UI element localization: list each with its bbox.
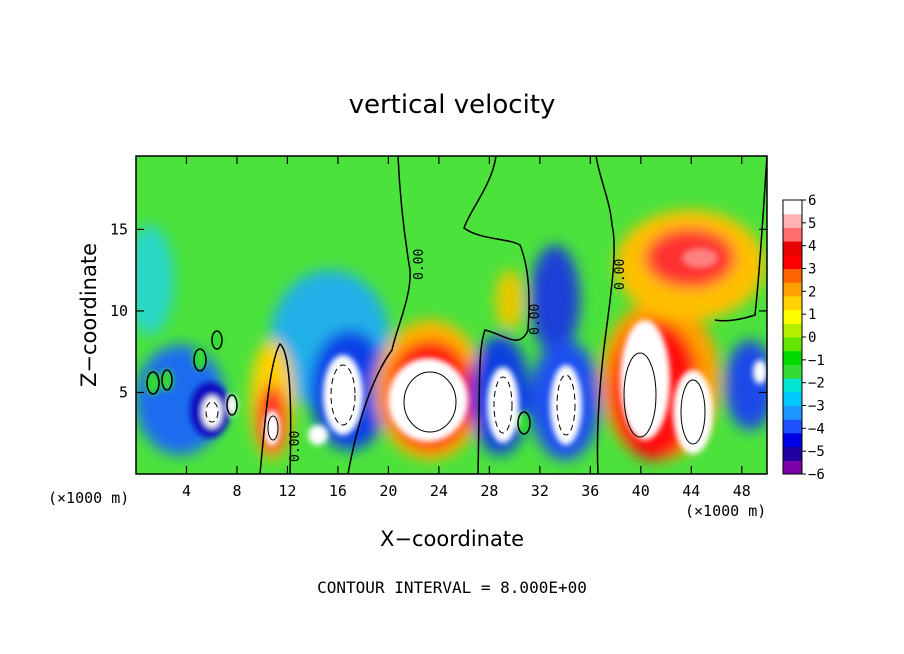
colorbar-label: 3 [808, 262, 816, 278]
contour-labels: 0.00 0.00 0.00 0.00 [288, 249, 628, 462]
contour-label-3: 0.00 [613, 259, 628, 290]
x-tick-label: 44 [682, 482, 700, 500]
colorbar-swatch [783, 282, 802, 297]
colorbar-swatch [783, 254, 802, 269]
colorbar-swatch [783, 268, 802, 283]
colorbar-swatch [783, 323, 802, 338]
colorbar-swatch [783, 295, 802, 311]
contour-label-4: 0.00 [288, 431, 303, 462]
x-tick-label: 20 [379, 482, 397, 500]
colorbar-swatch [783, 378, 802, 393]
colorbar-swatch [783, 432, 802, 448]
y-tick-label: 10 [110, 302, 128, 320]
x-tick-label: 8 [232, 482, 241, 500]
colorbar-swatch [783, 200, 802, 215]
zero-contours [146, 156, 767, 474]
colorbar-label: 6 [808, 193, 816, 209]
colorbar-swatch [783, 350, 802, 365]
y-tick-label: 5 [119, 383, 128, 401]
colorbar-label: 1 [808, 307, 816, 323]
colorbar-label: −5 [808, 444, 825, 460]
x-axis-ticks: 4 8 12 16 20 24 28 32 36 40 44 48 [182, 156, 751, 500]
x-unit-right: (×1000 m) [685, 502, 766, 520]
colorbar-label: −2 [808, 376, 825, 392]
x-tick-label: 32 [531, 482, 549, 500]
colorbar-swatch [783, 241, 802, 256]
contour-label-1: 0.00 [412, 249, 427, 280]
x-tick-label: 48 [733, 482, 751, 500]
x-tick-label: 24 [430, 482, 448, 500]
colorbar-swatch [783, 391, 802, 406]
colorbar-label: 5 [808, 216, 816, 232]
contour-label-2: 0.00 [528, 304, 543, 335]
colorbar-swatch [783, 227, 802, 242]
x-tick-label: 16 [329, 482, 347, 500]
colorbar-swatch [783, 213, 802, 228]
x-unit-left: (×1000 m) [48, 489, 129, 507]
colorbar-label: 0 [808, 330, 816, 346]
x-axis-label: X−coordinate [380, 527, 524, 551]
colorbar-swatch [783, 446, 802, 461]
colorbar-swatch [783, 309, 802, 324]
x-tick-label: 36 [581, 482, 599, 500]
y-tick-label: 15 [110, 220, 128, 238]
colorbar-swatch [783, 419, 802, 434]
colorbar: 6 5 4 3 2 1 0 −1 −2 −3 −4 −5 −6 [782, 193, 825, 483]
colorbar-label: 4 [808, 239, 816, 255]
velocity-field [136, 156, 767, 474]
colorbar-swatch [783, 460, 802, 475]
chart-title: vertical velocity [349, 90, 556, 120]
colorbar-label: 2 [808, 284, 816, 300]
positive-contours [267, 352, 706, 445]
plot-frame [135, 155, 768, 475]
x-tick-label: 12 [278, 482, 296, 500]
colorbar-swatch [783, 337, 802, 352]
x-tick-label: 4 [182, 482, 191, 500]
colorbar-swatch [783, 364, 802, 379]
colorbar-label: −4 [808, 421, 825, 437]
contour-interval-note: CONTOUR INTERVAL = 8.000E+00 [317, 578, 587, 597]
x-tick-label: 40 [632, 482, 650, 500]
negative-contours [205, 364, 576, 436]
y-axis-label: Z−coordinate [77, 243, 101, 387]
x-tick-label: 28 [480, 482, 498, 500]
colorbar-label: −6 [808, 467, 825, 483]
colorbar-swatch [783, 405, 802, 420]
colorbar-label: −1 [808, 353, 825, 369]
y-axis-ticks: 5 10 15 [110, 220, 767, 401]
colorbar-label: −3 [808, 399, 825, 415]
